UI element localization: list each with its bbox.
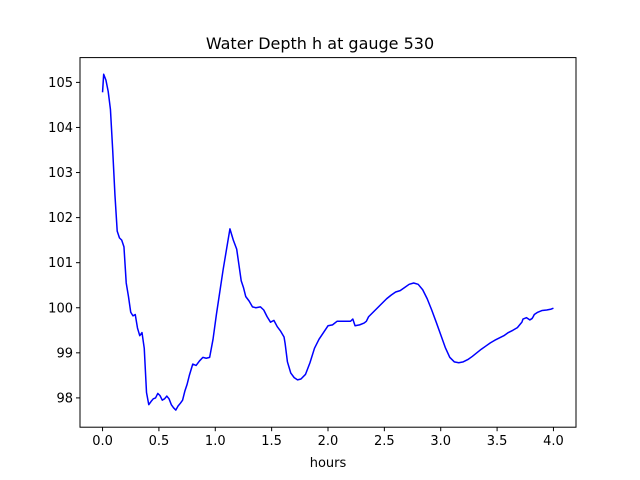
y-tick-label: 103: [48, 166, 73, 181]
y-tick-label: 102: [48, 211, 73, 226]
x-axis-label: hours: [310, 456, 347, 471]
x-tick-label: 2.5: [374, 434, 395, 449]
x-tick-label: 3.5: [487, 434, 508, 449]
y-tick-label: 98: [56, 391, 73, 406]
y-tick-label: 104: [48, 121, 73, 136]
x-axis-ticks: 0.0 0.5 1.0 1.5 2.0 2.5 3.0 3.5 4.0: [92, 427, 564, 449]
y-axis-ticks: 98 99 100 101 102 103 104 105: [48, 76, 80, 406]
y-tick-label: 100: [48, 301, 73, 316]
x-tick-label: 2.0: [318, 434, 339, 449]
x-tick-label: 1.5: [261, 434, 282, 449]
y-tick-label: 105: [48, 76, 73, 91]
y-tick-label: 99: [56, 346, 73, 361]
x-tick-label: 1.0: [205, 434, 226, 449]
y-tick-label: 101: [48, 256, 73, 271]
chart-title: Water Depth h at gauge 530: [206, 34, 434, 53]
line-layer: [101, 73, 554, 411]
plot-area: [80, 57, 576, 428]
x-tick-label: 3.0: [430, 434, 451, 449]
x-tick-label: 0.0: [92, 434, 113, 449]
x-tick-label: 4.0: [543, 434, 564, 449]
series-line-0: [101, 73, 554, 411]
plot-frame: [79, 57, 577, 428]
x-tick-label: 0.5: [149, 434, 170, 449]
